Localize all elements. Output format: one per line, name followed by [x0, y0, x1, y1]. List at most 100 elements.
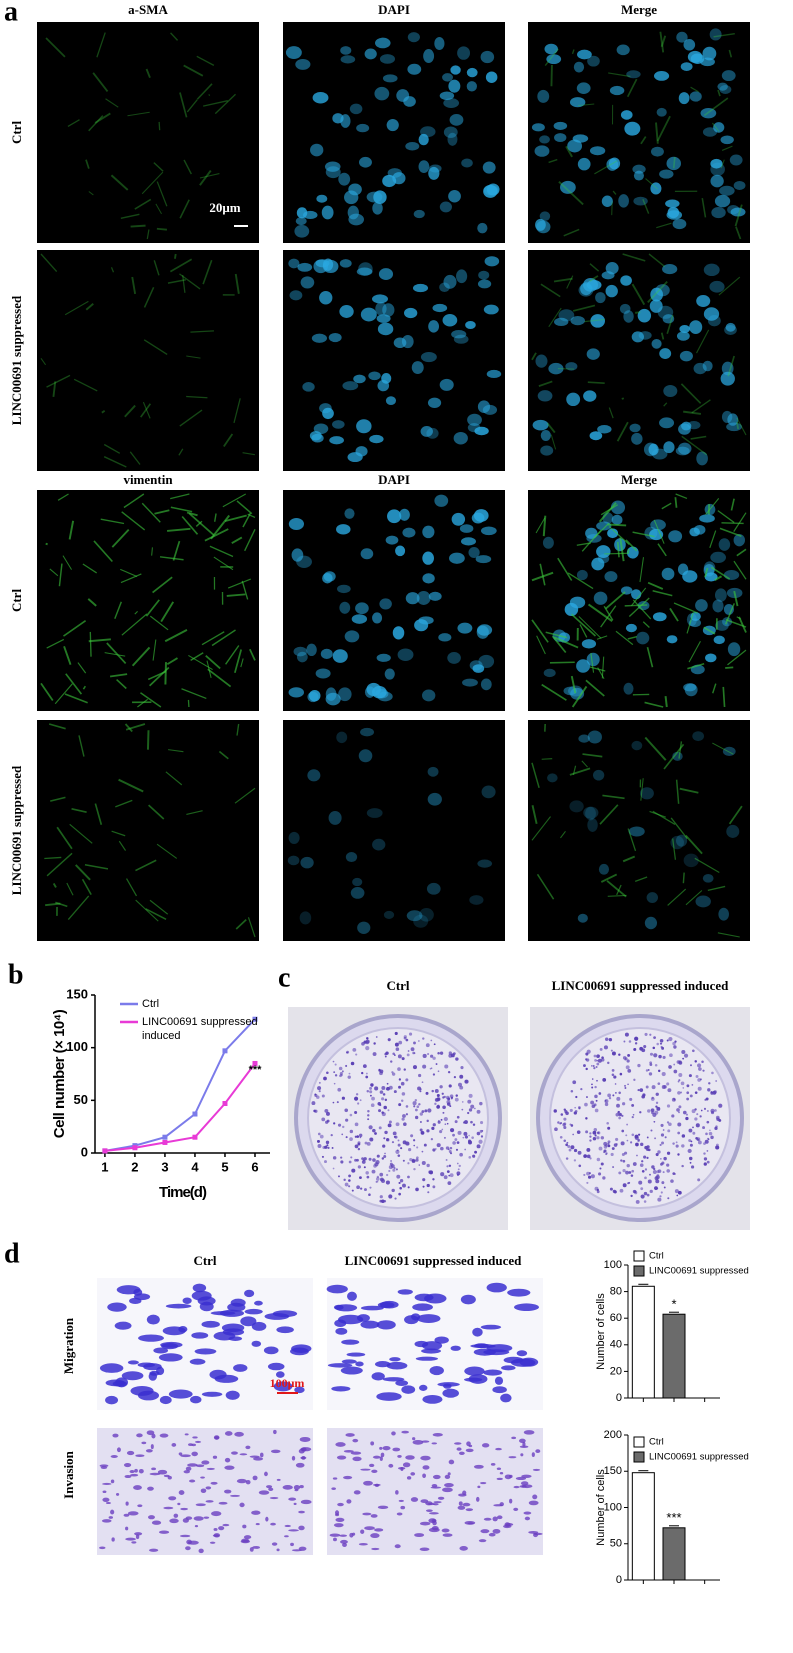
colony — [614, 1091, 617, 1094]
invaded-cell — [124, 1474, 132, 1479]
nucleus — [384, 668, 395, 680]
colony — [391, 1141, 395, 1144]
nucleus — [296, 651, 308, 663]
nucleus — [439, 201, 452, 213]
invaded-cell — [442, 1487, 453, 1493]
colony — [612, 1189, 617, 1194]
fiber — [46, 638, 65, 649]
colony — [446, 1170, 450, 1173]
invaded-cell — [335, 1517, 345, 1522]
fiber — [600, 873, 618, 883]
fiber — [186, 355, 201, 359]
colony — [584, 1102, 588, 1107]
invaded-cell — [339, 1534, 348, 1537]
colony — [412, 1101, 417, 1106]
migrated-cell — [233, 1364, 248, 1372]
nucleus — [576, 82, 591, 94]
colony — [398, 1103, 402, 1107]
colony — [570, 1090, 574, 1093]
nucleus — [336, 584, 351, 594]
nucleus — [596, 545, 611, 559]
colony — [449, 1146, 453, 1150]
colony — [583, 1173, 586, 1177]
colony — [350, 1156, 353, 1159]
colony — [644, 1032, 648, 1036]
colony — [393, 1167, 396, 1170]
colony — [709, 1129, 711, 1132]
colony — [399, 1186, 402, 1190]
micrograph-background — [37, 490, 259, 711]
colony — [569, 1108, 573, 1112]
colony — [333, 1082, 336, 1085]
colony — [703, 1152, 706, 1155]
nucleus — [338, 687, 352, 702]
colony — [378, 1109, 382, 1113]
colony — [655, 1092, 659, 1096]
fiber — [558, 180, 584, 206]
nucleus — [476, 625, 489, 639]
nucleus — [726, 422, 742, 432]
nucleus — [542, 536, 554, 549]
colony — [363, 1166, 366, 1169]
fiber — [168, 749, 184, 753]
invaded-cell — [454, 1442, 462, 1445]
colony — [620, 1159, 623, 1162]
nucleus — [670, 835, 685, 850]
colony — [710, 1110, 715, 1115]
colony — [596, 1062, 600, 1066]
fiber — [62, 555, 72, 570]
micrograph — [283, 490, 505, 711]
fiber — [627, 635, 638, 640]
fiber — [667, 888, 687, 906]
fiber — [608, 72, 631, 78]
fiber — [664, 696, 668, 708]
invaded-cell — [186, 1539, 193, 1545]
fiber — [186, 395, 208, 399]
fiber — [660, 332, 665, 340]
nucleus — [483, 304, 499, 315]
colony — [331, 1147, 334, 1149]
colony — [706, 1160, 710, 1164]
nucleus — [650, 182, 662, 195]
colony — [631, 1169, 635, 1173]
invaded-cell — [503, 1524, 512, 1529]
invaded-cell — [251, 1510, 261, 1515]
nucleus — [646, 892, 659, 904]
invaded-cell — [513, 1507, 519, 1512]
colony — [425, 1043, 430, 1048]
colony — [459, 1074, 464, 1079]
colony — [445, 1159, 448, 1161]
colony — [448, 1150, 452, 1153]
invaded-cell — [421, 1440, 430, 1443]
colony — [430, 1138, 434, 1141]
fiber — [738, 616, 747, 633]
invaded-cell — [115, 1492, 120, 1496]
fiber — [179, 273, 201, 290]
colony — [435, 1063, 438, 1066]
colony — [357, 1165, 362, 1169]
invaded-cell — [468, 1444, 473, 1448]
colony — [337, 1087, 342, 1092]
nucleus — [586, 652, 600, 667]
column-header: LINC00691 suppressed induced — [345, 1253, 523, 1268]
nucleus — [397, 648, 414, 661]
invaded-cell — [342, 1542, 347, 1548]
nucleus — [653, 71, 670, 81]
nucleus — [715, 620, 729, 631]
fiber — [40, 682, 54, 701]
colony — [369, 1086, 372, 1090]
fiber — [683, 410, 702, 415]
colony — [655, 1175, 660, 1180]
nucleus — [404, 307, 418, 319]
fiber — [718, 276, 741, 296]
fiber — [149, 615, 169, 631]
invaded-cell — [179, 1534, 191, 1538]
nucleus — [423, 49, 435, 63]
colony — [560, 1113, 564, 1116]
colony — [439, 1130, 443, 1134]
fiber — [735, 226, 742, 240]
nucleus — [373, 190, 387, 204]
nucleus — [344, 508, 355, 519]
colony — [602, 1176, 606, 1180]
colony — [681, 1164, 684, 1168]
